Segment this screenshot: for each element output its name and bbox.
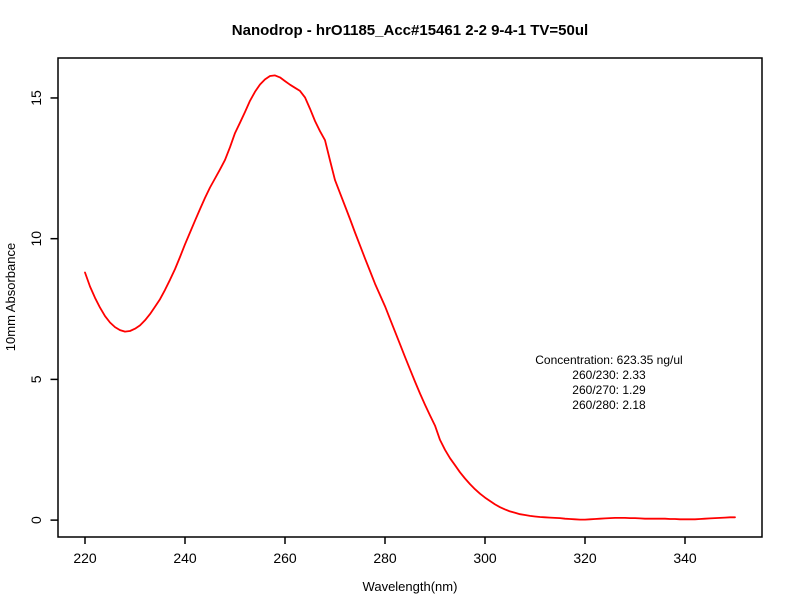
annotation-ratio-260-230: 260/230: 2.33 xyxy=(572,368,646,382)
annotation-ratio-260-270: 260/270: 1.29 xyxy=(572,383,646,397)
y-tick-label: 0 xyxy=(28,516,44,524)
annotation-concentration: Concentration: 623.35 ng/ul xyxy=(535,353,682,367)
plot-box xyxy=(57,57,763,538)
y-tick-label: 10 xyxy=(28,231,44,247)
x-axis: 220 240 260 280 300 320 340 xyxy=(73,537,697,566)
y-axis: 0 5 10 15 xyxy=(28,90,58,524)
x-tick-label: 260 xyxy=(273,550,297,566)
spectrum-curve xyxy=(84,74,736,521)
y-axis-label: 10mm Absorbance xyxy=(3,243,18,351)
x-tick-label: 240 xyxy=(173,550,197,566)
annotation-ratio-260-280: 260/280: 2.18 xyxy=(572,398,646,412)
x-tick-label: 320 xyxy=(573,550,597,566)
y-tick-label: 15 xyxy=(28,90,44,106)
x-axis-label: Wavelength(nm) xyxy=(363,579,458,594)
x-tick-label: 280 xyxy=(373,550,397,566)
x-tick-label: 220 xyxy=(73,550,97,566)
x-tick-label: 340 xyxy=(673,550,697,566)
chart-title: Nanodrop - hrO1185_Acc#15461 2-2 9-4-1 T… xyxy=(232,22,588,39)
x-tick-label: 300 xyxy=(473,550,497,566)
annotation-block: Concentration: 623.35 ng/ul 260/230: 2.3… xyxy=(535,353,682,412)
y-tick-label: 5 xyxy=(28,375,44,383)
